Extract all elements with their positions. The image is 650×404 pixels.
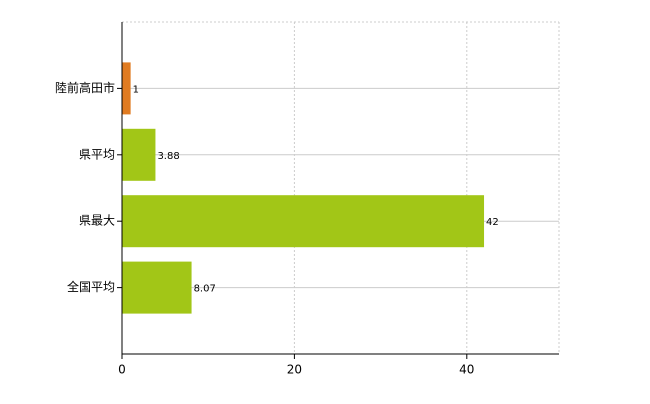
value-label: 42 (486, 217, 499, 228)
y-tick-label: 県平均 (79, 147, 115, 161)
x-tick-label: 40 (459, 363, 474, 377)
y-tick-label: 全国平均 (67, 279, 115, 294)
bar (122, 195, 485, 248)
x-tick-label: 20 (287, 363, 302, 377)
bar (122, 261, 192, 314)
bar (122, 128, 156, 181)
value-label: 8.07 (194, 284, 216, 295)
bar (122, 62, 131, 115)
x-tick-label: 0 (118, 363, 126, 377)
y-tick-label: 県最大 (79, 214, 115, 228)
y-tick-label: 陸前高田市 (55, 80, 115, 95)
value-label: 1 (133, 84, 139, 95)
value-label: 3.88 (157, 151, 179, 162)
